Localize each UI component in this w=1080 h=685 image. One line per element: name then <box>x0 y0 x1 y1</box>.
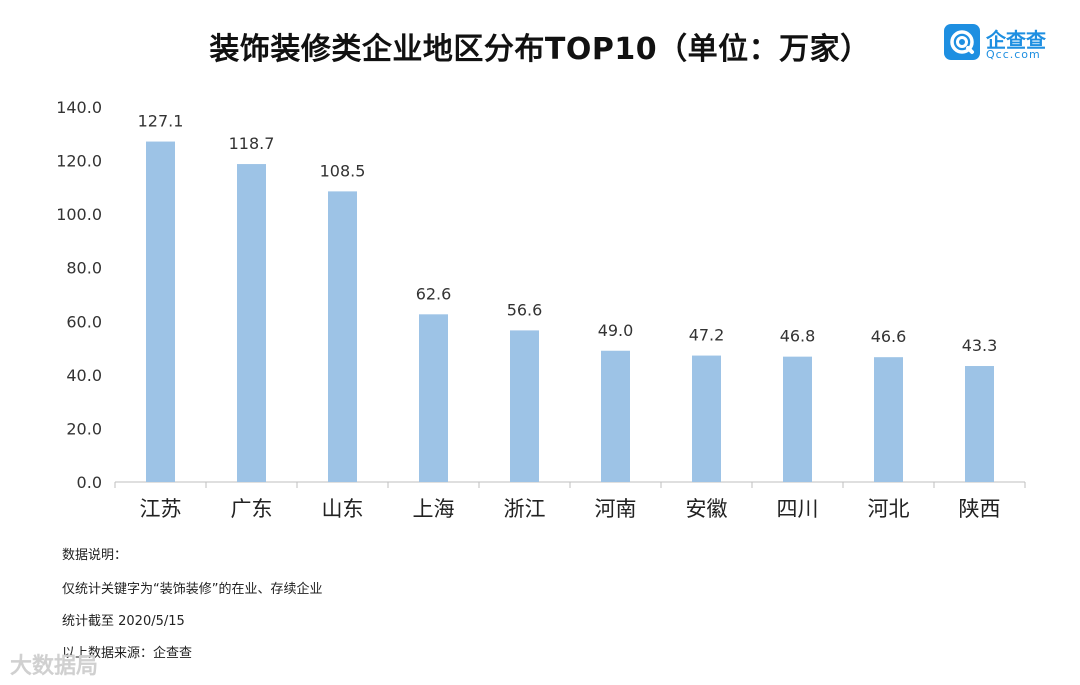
y-tick-label: 0.0 <box>77 473 102 492</box>
x-tick-label: 河北 <box>868 497 910 521</box>
bar-chart: 0.0 20.0 40.0 60.0 80.0 100.0 120.0 140.0 127.1 江… <box>56 98 1026 521</box>
x-tick-label: 安徽 <box>686 497 728 521</box>
x-tick-label: 广东 <box>231 497 273 521</box>
watermark: 大数据局 <box>10 654 99 679</box>
qcc-logo-name: 企查查 <box>986 28 1046 52</box>
data-label: 46.6 <box>871 327 907 346</box>
bar <box>874 357 903 482</box>
data-label: 108.5 <box>320 161 366 180</box>
bar <box>783 356 812 482</box>
notes-line-2: 统计截至 2020/5/15 <box>62 614 185 629</box>
bar <box>328 191 357 482</box>
y-tick-label: 120.0 <box>56 152 102 171</box>
data-label: 47.2 <box>689 326 725 345</box>
qcc-logo: 企查查 Qcc.com <box>944 24 1054 64</box>
notes-line-3: 以上数据来源：企查查 <box>62 646 193 661</box>
qcc-logo-icon <box>944 24 980 60</box>
x-tick-label: 四川 <box>777 497 819 521</box>
bar <box>692 355 721 482</box>
y-tick-label: 40.0 <box>66 366 102 385</box>
bar <box>419 314 448 482</box>
data-label: 118.7 <box>229 134 275 153</box>
data-label: 49.0 <box>598 321 634 340</box>
y-tick-label: 140.0 <box>56 98 102 117</box>
chart-title: 装饰装修类企业地区分布TOP10（单位：万家） <box>209 32 871 67</box>
data-label: 62.6 <box>416 284 452 303</box>
x-tick-label: 上海 <box>413 497 455 521</box>
y-tick-label: 100.0 <box>56 205 102 224</box>
data-label: 46.8 <box>780 327 816 346</box>
bar <box>965 366 994 482</box>
y-tick-label: 80.0 <box>66 259 102 278</box>
notes-line-1: 仅统计关键字为“装饰装修”的在业、存续企业 <box>62 582 323 597</box>
y-tick-label: 60.0 <box>66 312 102 331</box>
x-tick-label: 山东 <box>322 497 364 521</box>
bar <box>237 164 266 482</box>
x-tick-label: 陕西 <box>959 497 1001 521</box>
notes-heading: 数据说明： <box>62 548 128 563</box>
bar <box>146 141 175 482</box>
y-tick-label: 20.0 <box>66 419 102 438</box>
data-label: 43.3 <box>962 336 998 355</box>
data-label: 56.6 <box>507 300 543 319</box>
bar <box>601 350 630 482</box>
x-tick-label: 浙江 <box>504 497 546 521</box>
bar <box>510 330 539 482</box>
qcc-logo-domain: Qcc.com <box>986 48 1041 61</box>
data-label: 127.1 <box>138 112 184 131</box>
x-tick-label: 江苏 <box>140 497 182 521</box>
x-tick-label: 河南 <box>595 497 637 521</box>
